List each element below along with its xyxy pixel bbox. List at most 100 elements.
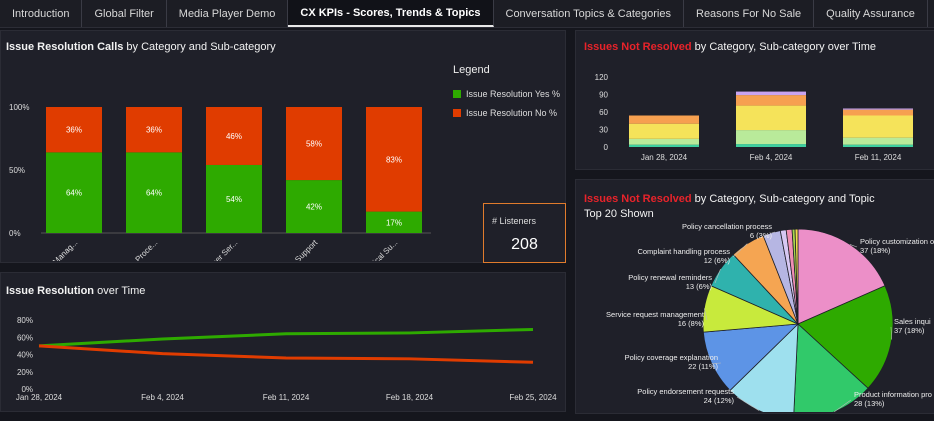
series-line — [38, 344, 534, 364]
slice-label: Policy coverage explanation — [625, 353, 718, 362]
slice-value-label: 6 (3%) — [750, 231, 773, 240]
leader-line — [714, 268, 721, 284]
bar-segment — [206, 107, 262, 165]
y-tick-label: 0% — [9, 229, 21, 238]
slice-value-label: 22 (11%) — [688, 362, 718, 371]
y-tick-label: 0 — [604, 143, 609, 152]
bar-segment — [629, 138, 699, 145]
panel-title: Issues Not Resolved by Category, Sub-cat… — [584, 193, 875, 205]
bar-data-label: 64% — [146, 189, 162, 198]
slice-label: Complaint handling process — [637, 247, 730, 256]
slice-label: Product information pro — [854, 390, 932, 399]
listeners-kpi: # Listeners 208 — [483, 203, 566, 263]
bar-segment — [126, 107, 182, 153]
bar-segment — [736, 91, 806, 96]
tab-introduction[interactable]: Introduction — [0, 0, 83, 27]
y-tick-label: 50% — [9, 166, 25, 175]
bar-data-label: 64% — [66, 189, 82, 198]
issue-resolution-bar-chart: 0% 50% 100% 64% 36% Policy Manag... 64% 36% Clai… — [9, 103, 431, 261]
bar-data-label: 83% — [386, 155, 402, 164]
not-resolved-over-time-panel: Issues Not Resolved by Category, Sub-cat… — [575, 30, 934, 170]
tab-quality-assurance[interactable]: Quality Assurance — [814, 0, 928, 27]
bar-segment — [286, 107, 342, 181]
x-tick-label: Jan 28, 2024 — [641, 153, 688, 162]
legend-item-no[interactable]: Issue Resolution No % — [453, 108, 557, 118]
x-tick-label: Policy Manag... — [34, 238, 79, 261]
slice-value-label: 24 (12%) — [704, 396, 735, 405]
kpi-label: # Listeners — [492, 216, 537, 226]
x-tick-label: Feb 18, 2024 — [386, 393, 434, 402]
slice-value-label: 13 (6%) — [686, 282, 713, 291]
not-resolved-by-topic-panel: Issues Not Resolved by Category, Sub-cat… — [575, 179, 934, 414]
slice-label: Policy renewal reminders — [628, 273, 712, 282]
not-resolved-stacked-bar-chart: 0 30 60 90 120 Jan 28, 2024 Feb 4, 2024 Feb 11,… — [595, 73, 913, 162]
x-tick-label: Feb 4, 2024 — [750, 153, 793, 162]
bar-segment — [629, 144, 699, 147]
leader-line — [711, 362, 722, 364]
slice-label: Policy customization op — [860, 237, 934, 246]
bar-data-label: 58% — [306, 140, 322, 149]
panel-title: Issue Resolution over Time — [6, 285, 146, 297]
bar-data-label: 46% — [226, 132, 242, 141]
resolution-line-chart: 0% 20% 40% 60% 80% Jan 28, 2024 Feb 4, 2024 Feb… — [16, 316, 557, 402]
tab-conversation-topics-categories[interactable]: Conversation Topics & Categories — [494, 0, 684, 27]
y-tick-label: 20% — [17, 368, 33, 377]
panel-title: Issue Resolution Calls by Category and S… — [6, 41, 276, 53]
x-tick-label: Technical Su... — [356, 238, 399, 261]
panel-subtitle: Top 20 Shown — [584, 208, 654, 220]
tab-cx-kpis-scores-trends-topics[interactable]: CX KPIs - Scores, Trends & Topics — [288, 0, 494, 27]
leader-line — [736, 396, 760, 411]
issue-resolution-calls-panel: Issue Resolution Calls by Category and S… — [0, 30, 566, 263]
bar-segment — [736, 95, 806, 106]
slice-label: Policy cancellation process — [682, 222, 772, 231]
y-tick-label: 0% — [21, 385, 33, 394]
bar-segment — [126, 152, 182, 233]
bar-segment — [843, 108, 913, 110]
slice-label: Policy endorsement requests — [637, 387, 734, 396]
bar-segment — [843, 115, 913, 138]
bar-data-label: 54% — [226, 195, 242, 204]
bar-data-label: 36% — [146, 126, 162, 135]
slice-value-label: 37 (18%) — [860, 246, 891, 255]
bar-segment — [366, 211, 422, 233]
x-tick-label: Feb 4, 2024 — [141, 393, 184, 402]
bar-segment — [843, 109, 913, 116]
y-tick-label: 120 — [595, 73, 609, 82]
slice-label: Sales inqui — [894, 317, 931, 326]
legend-title: Legend — [453, 64, 490, 76]
tab-global-filter[interactable]: Global Filter — [82, 0, 167, 27]
x-tick-label: Sales Support — [278, 238, 320, 261]
resolution-over-time-panel: Issue Resolution over Time 0% 20% 40% 60% 80… — [0, 272, 566, 412]
slice-label: Service request management — [606, 310, 705, 319]
tab-idv-worksheet[interactable]: IDV Worksheet — [928, 0, 934, 27]
bar-segment — [46, 152, 102, 233]
leader-line — [771, 231, 776, 234]
x-tick-label: Feb 25, 2024 — [509, 393, 557, 402]
y-tick-label: 80% — [17, 316, 33, 325]
bar-segment — [736, 105, 806, 131]
bar-segment — [629, 115, 699, 124]
pie-slice — [797, 228, 886, 325]
pie-slice — [797, 285, 894, 389]
bar-segment — [366, 107, 422, 212]
x-tick-label: Customer Ser... — [194, 238, 240, 261]
slice-value-label: 37 (18%) — [894, 326, 925, 335]
tab-media-player-demo[interactable]: Media Player Demo — [167, 0, 289, 27]
legend-item-yes[interactable]: Issue Resolution Yes % — [453, 89, 560, 99]
x-tick-label: Feb 11, 2024 — [263, 393, 310, 402]
bar-data-label: 36% — [66, 126, 82, 135]
series-line — [38, 327, 534, 348]
pie-slice — [794, 228, 799, 325]
bar-data-label: 42% — [306, 203, 322, 212]
leader-line — [834, 399, 852, 412]
leader-line — [732, 243, 748, 258]
kpi-value: 208 — [511, 236, 538, 253]
bar-segment — [736, 144, 806, 147]
leader-line — [890, 326, 893, 340]
tab-reasons-for-no-sale[interactable]: Reasons For No Sale — [684, 0, 815, 27]
bar-segment — [206, 164, 262, 233]
leader-line — [703, 308, 708, 321]
bar-segment — [629, 123, 699, 139]
bar-segment — [46, 107, 102, 153]
